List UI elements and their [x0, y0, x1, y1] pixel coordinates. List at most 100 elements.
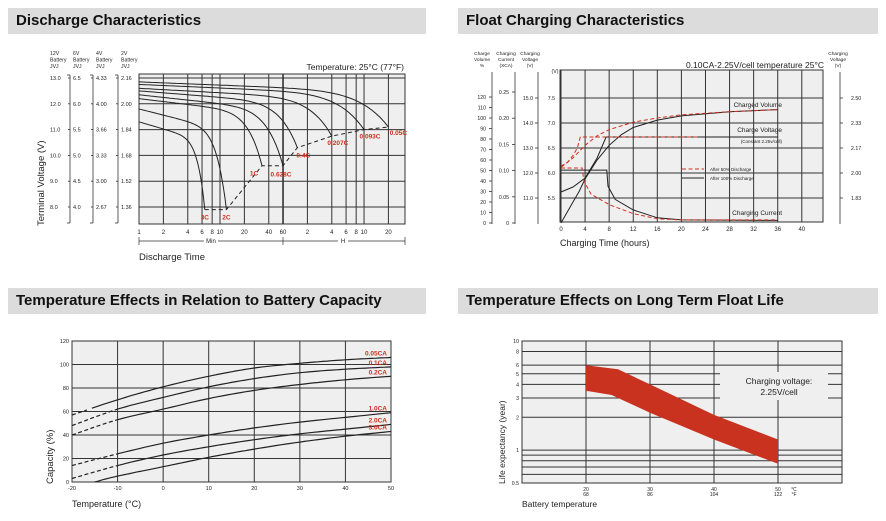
- x-axis-title: Charging Time (hours): [560, 238, 650, 248]
- y-tick-label: 0: [66, 480, 69, 486]
- x-axis-title: Temperature (°C): [72, 499, 141, 509]
- rate-label-2C: 2C: [222, 215, 231, 222]
- y-tick-label: 5: [516, 372, 519, 378]
- y-axis-header: Battery: [50, 58, 67, 64]
- cell-voltage-tick-label: 6.5: [548, 146, 555, 152]
- y-tick-label: 1.84: [121, 128, 132, 134]
- voltage-axis-header: Charging: [520, 51, 540, 57]
- y-tick-label: 60: [63, 410, 69, 416]
- volume-tick-label: 20: [480, 200, 486, 206]
- discharge-curve-0.05C: [138, 81, 389, 128]
- discharge-curve-0.093C: [138, 84, 365, 130]
- x-tick-label: 4: [583, 227, 587, 233]
- y-axis-header: JVJ: [50, 64, 59, 70]
- y-tick-label: 8.0: [50, 205, 58, 211]
- y-tick-label: 4.00: [96, 102, 107, 108]
- annotation-charge-voltage: Charge Voltage: [737, 127, 782, 134]
- x-unit-celsius: °C: [791, 487, 797, 493]
- cell-voltage-tick-label: 6.0: [548, 171, 555, 177]
- x-tick-label-celsius: 40: [711, 487, 717, 493]
- volume-axis-header: Charge: [474, 51, 490, 57]
- volume-tick-label: 50: [480, 169, 486, 175]
- rate-label-0.628C: 0.628C: [271, 172, 292, 179]
- y-tick-label: 3.00: [96, 179, 107, 185]
- y-tick-label: 2.16: [121, 76, 132, 82]
- x-tick-label: 36: [774, 227, 781, 233]
- y-tick-label: 4.33: [96, 76, 107, 82]
- capacity-curve-dashed-1.0CA: [71, 453, 118, 467]
- x-tick-label: 6: [344, 230, 348, 236]
- current-axis-header: (XCA): [499, 63, 512, 69]
- voltage-tick-label: 14.0: [523, 121, 533, 127]
- y-axis-header: 12V: [50, 51, 60, 57]
- y-axis-header: 6V: [73, 51, 80, 57]
- volume-tick-label: 40: [480, 179, 486, 185]
- plot-area: [559, 69, 824, 223]
- x-tick-label: 20: [251, 486, 257, 492]
- x-tick-label: 2: [306, 230, 310, 236]
- x-tick-label: 16: [654, 227, 661, 233]
- float-charging-title: Float Charging Characteristics: [458, 8, 878, 34]
- discharge-title: Discharge Characteristics: [8, 8, 426, 34]
- x-tick-label: 10: [206, 486, 212, 492]
- discharge-curve-3C: [138, 121, 206, 210]
- y-tick-label: 3.33: [96, 153, 107, 159]
- x-tick-label: 28: [726, 227, 733, 233]
- y-tick-label: 4: [516, 382, 519, 388]
- voltage-axis-header: Voltage: [522, 57, 538, 63]
- x-tick-label: 32: [750, 227, 757, 233]
- current-axis-header: Charging: [496, 51, 516, 57]
- y-tick-label: 6.0: [73, 102, 81, 108]
- x-tick-label: 24: [702, 227, 709, 233]
- label-bg: [204, 237, 218, 245]
- x-tick-label: 30: [297, 486, 303, 492]
- volume-tick-label: 60: [480, 158, 486, 164]
- series-label-2.0CA: 2.0CA: [369, 417, 388, 424]
- volume-tick-label: 70: [480, 148, 486, 154]
- capacity-curve-dashed-2.0CA: [71, 465, 118, 480]
- volume-tick-label: 110: [478, 106, 486, 112]
- volume-tick-label: 100: [477, 116, 486, 122]
- y-tick-label: 1.52: [121, 179, 132, 185]
- capacity-curve-2.0CA: [117, 423, 392, 467]
- current-tick-label: 0.20: [499, 116, 509, 122]
- min-range-label: Min: [206, 239, 216, 245]
- x-tick-label: 0: [559, 227, 563, 233]
- capacity-curve-1.0CA: [117, 412, 392, 455]
- x-tick-label: 8: [355, 230, 359, 236]
- y-axis-title: Terminal Voltage (V): [36, 140, 47, 226]
- y-axis-header: 2V: [121, 51, 128, 57]
- series-volume-dashed: [560, 109, 778, 168]
- y-tick-label: 3: [516, 396, 519, 402]
- y-tick-label: 4.0: [73, 205, 81, 211]
- x-tick-label: 1: [137, 230, 141, 236]
- x-tick-label: 60: [280, 230, 287, 236]
- y-tick-label: 3.66: [96, 128, 107, 134]
- x-tick-label: 2: [162, 230, 166, 236]
- annotation-charging-current: Charging Current: [732, 210, 782, 217]
- x-tick-label: 20: [385, 230, 392, 236]
- current-tick-label: 0.10: [499, 169, 509, 175]
- volume-tick-label: 90: [480, 127, 486, 133]
- x-tick-label-fahrenheit: 68: [583, 492, 589, 498]
- temperature-capacity-title: Temperature Effects in Relation to Batte…: [8, 288, 426, 314]
- volume-tick-label: 10: [480, 211, 486, 217]
- float-life-title: Temperature Effects on Long Term Float L…: [458, 288, 878, 314]
- rate-label-0.4C: 0.4C: [296, 153, 310, 160]
- y-tick-label: 5.5: [73, 128, 81, 134]
- capacity-curve-3.0CA: [94, 430, 392, 483]
- x-tick-label-fahrenheit: 104: [710, 492, 719, 498]
- hour-range-label: H: [341, 239, 345, 245]
- right-axis-header: Charging: [828, 51, 848, 57]
- x-tick-label: 40: [342, 486, 348, 492]
- right-tick-label: 2.17: [851, 146, 861, 152]
- rate-label-0.05C: 0.05C: [390, 130, 408, 137]
- series-current-dashed: [561, 167, 778, 221]
- x-tick-label: 4: [330, 230, 334, 236]
- y-axis-header: JVJ: [96, 64, 105, 70]
- series-volume-solid: [560, 109, 778, 224]
- capacity-curve-dashed-0.05CA: [71, 409, 88, 416]
- volume-tick-label: 80: [480, 137, 486, 143]
